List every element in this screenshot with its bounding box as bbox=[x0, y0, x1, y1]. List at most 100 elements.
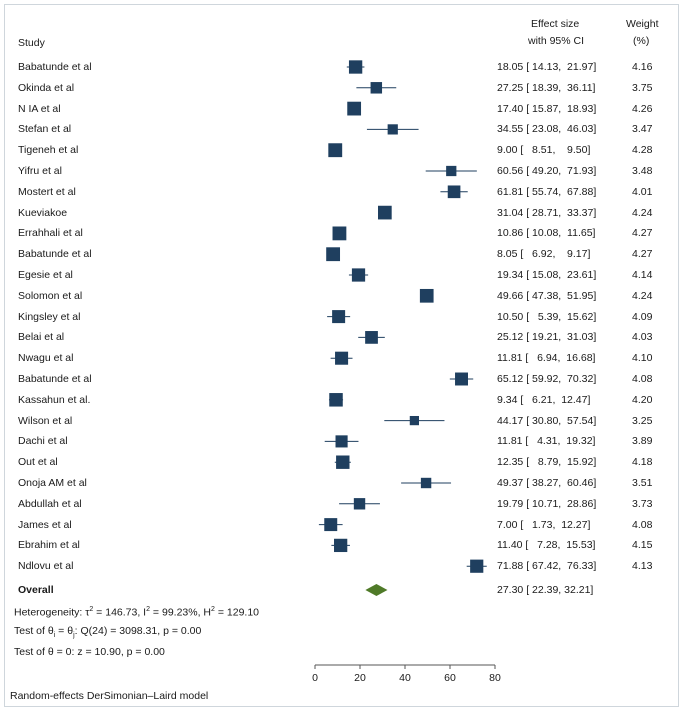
study-effect-size: 19.79 [ 10.71, 28.86] bbox=[497, 497, 597, 510]
study-name: Ebrahim et al bbox=[18, 539, 80, 552]
study-effect-size: 44.17 [ 30.80, 57.54] bbox=[497, 414, 597, 427]
study-effect-size: 17.40 [ 15.87, 18.93] bbox=[497, 102, 597, 115]
study-column-header: Study bbox=[18, 37, 45, 49]
study-name: Solomon et al bbox=[18, 289, 83, 302]
x-tick-label: 80 bbox=[489, 672, 501, 684]
study-effect-size: 65.12 [ 59.92, 70.32] bbox=[497, 373, 597, 385]
study-effect-size: 9.00 [ 8.51, 9.50] bbox=[497, 144, 591, 157]
study-weight: 3.75 bbox=[632, 81, 653, 94]
study-weight: 4.24 bbox=[632, 289, 653, 302]
study-weight: 4.14 bbox=[632, 269, 653, 281]
effect-size-header-line1: Effect size bbox=[531, 18, 580, 30]
study-name: Kassahun et al. bbox=[18, 393, 91, 406]
weight-header-line1: Weight bbox=[626, 18, 659, 30]
study-name: Stefan et al bbox=[18, 123, 72, 136]
effect-marker bbox=[329, 393, 343, 407]
effect-marker bbox=[387, 124, 398, 135]
overall-label: Overall bbox=[18, 584, 54, 596]
study-effect-size: 11.81 [ 4.31, 19.32] bbox=[497, 435, 596, 448]
effect-marker bbox=[324, 518, 338, 532]
effect-marker bbox=[409, 415, 419, 426]
effect-marker bbox=[351, 268, 366, 282]
study-effect-size: 19.34 [ 15.08, 23.61] bbox=[497, 269, 597, 281]
study-name: Yifru et al bbox=[18, 165, 62, 177]
study-name: Kingsley et al bbox=[18, 310, 81, 323]
study-name: Errahhali et al bbox=[18, 227, 83, 240]
test-homogeneity-text: Test of θi = θj: Q(24) = 3098.31, p = 0.… bbox=[14, 625, 202, 640]
overall-effect-size: 27.30 [ 22.39, 32.21] bbox=[497, 584, 594, 596]
effect-marker bbox=[419, 288, 434, 303]
model-note: Random-effects DerSimonian–Laird model bbox=[10, 690, 209, 702]
study-effect-size: 61.81 [ 55.74, 67.88] bbox=[497, 185, 597, 198]
study-weight: 4.08 bbox=[632, 518, 653, 531]
study-weight: 4.01 bbox=[632, 185, 653, 198]
effect-marker bbox=[446, 165, 457, 177]
effect-marker bbox=[348, 60, 363, 74]
effect-size-header-line2: with 95% CI bbox=[528, 35, 585, 47]
effect-marker bbox=[470, 559, 484, 573]
effect-marker bbox=[326, 247, 341, 262]
study-weight: 4.09 bbox=[632, 310, 653, 323]
study-weight: 4.28 bbox=[632, 144, 653, 157]
overall-diamond bbox=[365, 584, 388, 596]
study-effect-size: 31.04 [ 28.71, 33.37] bbox=[497, 206, 597, 219]
study-name: Belai et al bbox=[18, 331, 65, 344]
study-effect-size: 49.66 [ 47.38, 51.95] bbox=[497, 289, 597, 302]
x-tick-label: 60 bbox=[444, 672, 456, 684]
study-name: Onoja AM et al bbox=[18, 477, 87, 489]
study-weight: 4.24 bbox=[632, 206, 653, 219]
study-name: Mostert et al bbox=[18, 185, 76, 198]
x-tick-label: 20 bbox=[354, 672, 366, 684]
study-name: Wilson et al bbox=[18, 414, 73, 427]
study-effect-size: 8.05 [ 6.92, 9.17] bbox=[497, 248, 591, 261]
study-effect-size: 71.88 [ 67.42, 76.33] bbox=[497, 560, 597, 573]
study-weight: 4.27 bbox=[632, 248, 653, 261]
study-effect-size: 49.37 [ 38.27, 60.46] bbox=[497, 477, 597, 489]
study-effect-size: 60.56 [ 49.20, 71.93] bbox=[497, 165, 597, 177]
study-effect-size: 9.34 [ 6.21, 12.47] bbox=[497, 393, 591, 406]
effect-marker bbox=[336, 455, 350, 469]
effect-marker bbox=[335, 351, 349, 365]
study-name: Babatunde et al bbox=[18, 248, 92, 261]
study-weight: 3.51 bbox=[632, 477, 653, 489]
effect-marker bbox=[328, 143, 343, 158]
effect-marker bbox=[332, 310, 346, 324]
effect-marker bbox=[353, 498, 366, 510]
x-tick-label: 40 bbox=[399, 672, 411, 684]
study-weight: 3.25 bbox=[632, 414, 653, 427]
study-name: Kueviakoe bbox=[18, 206, 68, 219]
effect-marker bbox=[347, 101, 362, 116]
study-weight: 3.48 bbox=[632, 165, 653, 177]
study-name: Tigeneh et al bbox=[18, 144, 79, 157]
effect-marker bbox=[335, 435, 348, 448]
effect-marker bbox=[378, 205, 392, 220]
study-weight: 4.16 bbox=[632, 61, 653, 73]
effect-marker bbox=[447, 185, 461, 199]
study-weight: 4.10 bbox=[632, 352, 653, 365]
test-effect-text: Test of θ = 0: z = 10.90, p = 0.00 bbox=[14, 646, 165, 658]
study-weight: 3.89 bbox=[632, 435, 653, 448]
study-weight: 4.15 bbox=[632, 539, 653, 552]
effect-marker bbox=[370, 82, 383, 94]
study-name: N IA et al bbox=[18, 102, 61, 115]
effect-marker bbox=[334, 538, 348, 553]
study-name: Nwagu et al bbox=[18, 352, 74, 365]
study-weight: 4.18 bbox=[632, 456, 653, 469]
study-name: Okinda et al bbox=[18, 81, 75, 94]
study-effect-size: 27.25 [ 18.39, 36.11] bbox=[497, 81, 596, 94]
study-weight: 4.27 bbox=[632, 227, 653, 240]
effect-marker bbox=[455, 372, 468, 386]
study-effect-size: 10.86 [ 10.08, 11.65] bbox=[497, 227, 596, 240]
study-weight: 4.26 bbox=[632, 102, 653, 115]
study-effect-size: 11.81 [ 6.94, 16.68] bbox=[497, 352, 596, 365]
effect-marker bbox=[332, 226, 347, 241]
study-weight: 4.20 bbox=[632, 393, 653, 406]
study-name: Babatunde et al bbox=[18, 61, 92, 73]
effect-marker bbox=[365, 331, 378, 344]
study-effect-size: 18.05 [ 14.13, 21.97] bbox=[497, 61, 597, 73]
study-effect-size: 10.50 [ 5.39, 15.62] bbox=[497, 310, 597, 323]
effect-marker bbox=[420, 477, 432, 489]
study-weight: 4.08 bbox=[632, 373, 653, 385]
study-weight: 4.03 bbox=[632, 331, 653, 344]
study-effect-size: 11.40 [ 7.28, 15.53] bbox=[497, 539, 596, 552]
